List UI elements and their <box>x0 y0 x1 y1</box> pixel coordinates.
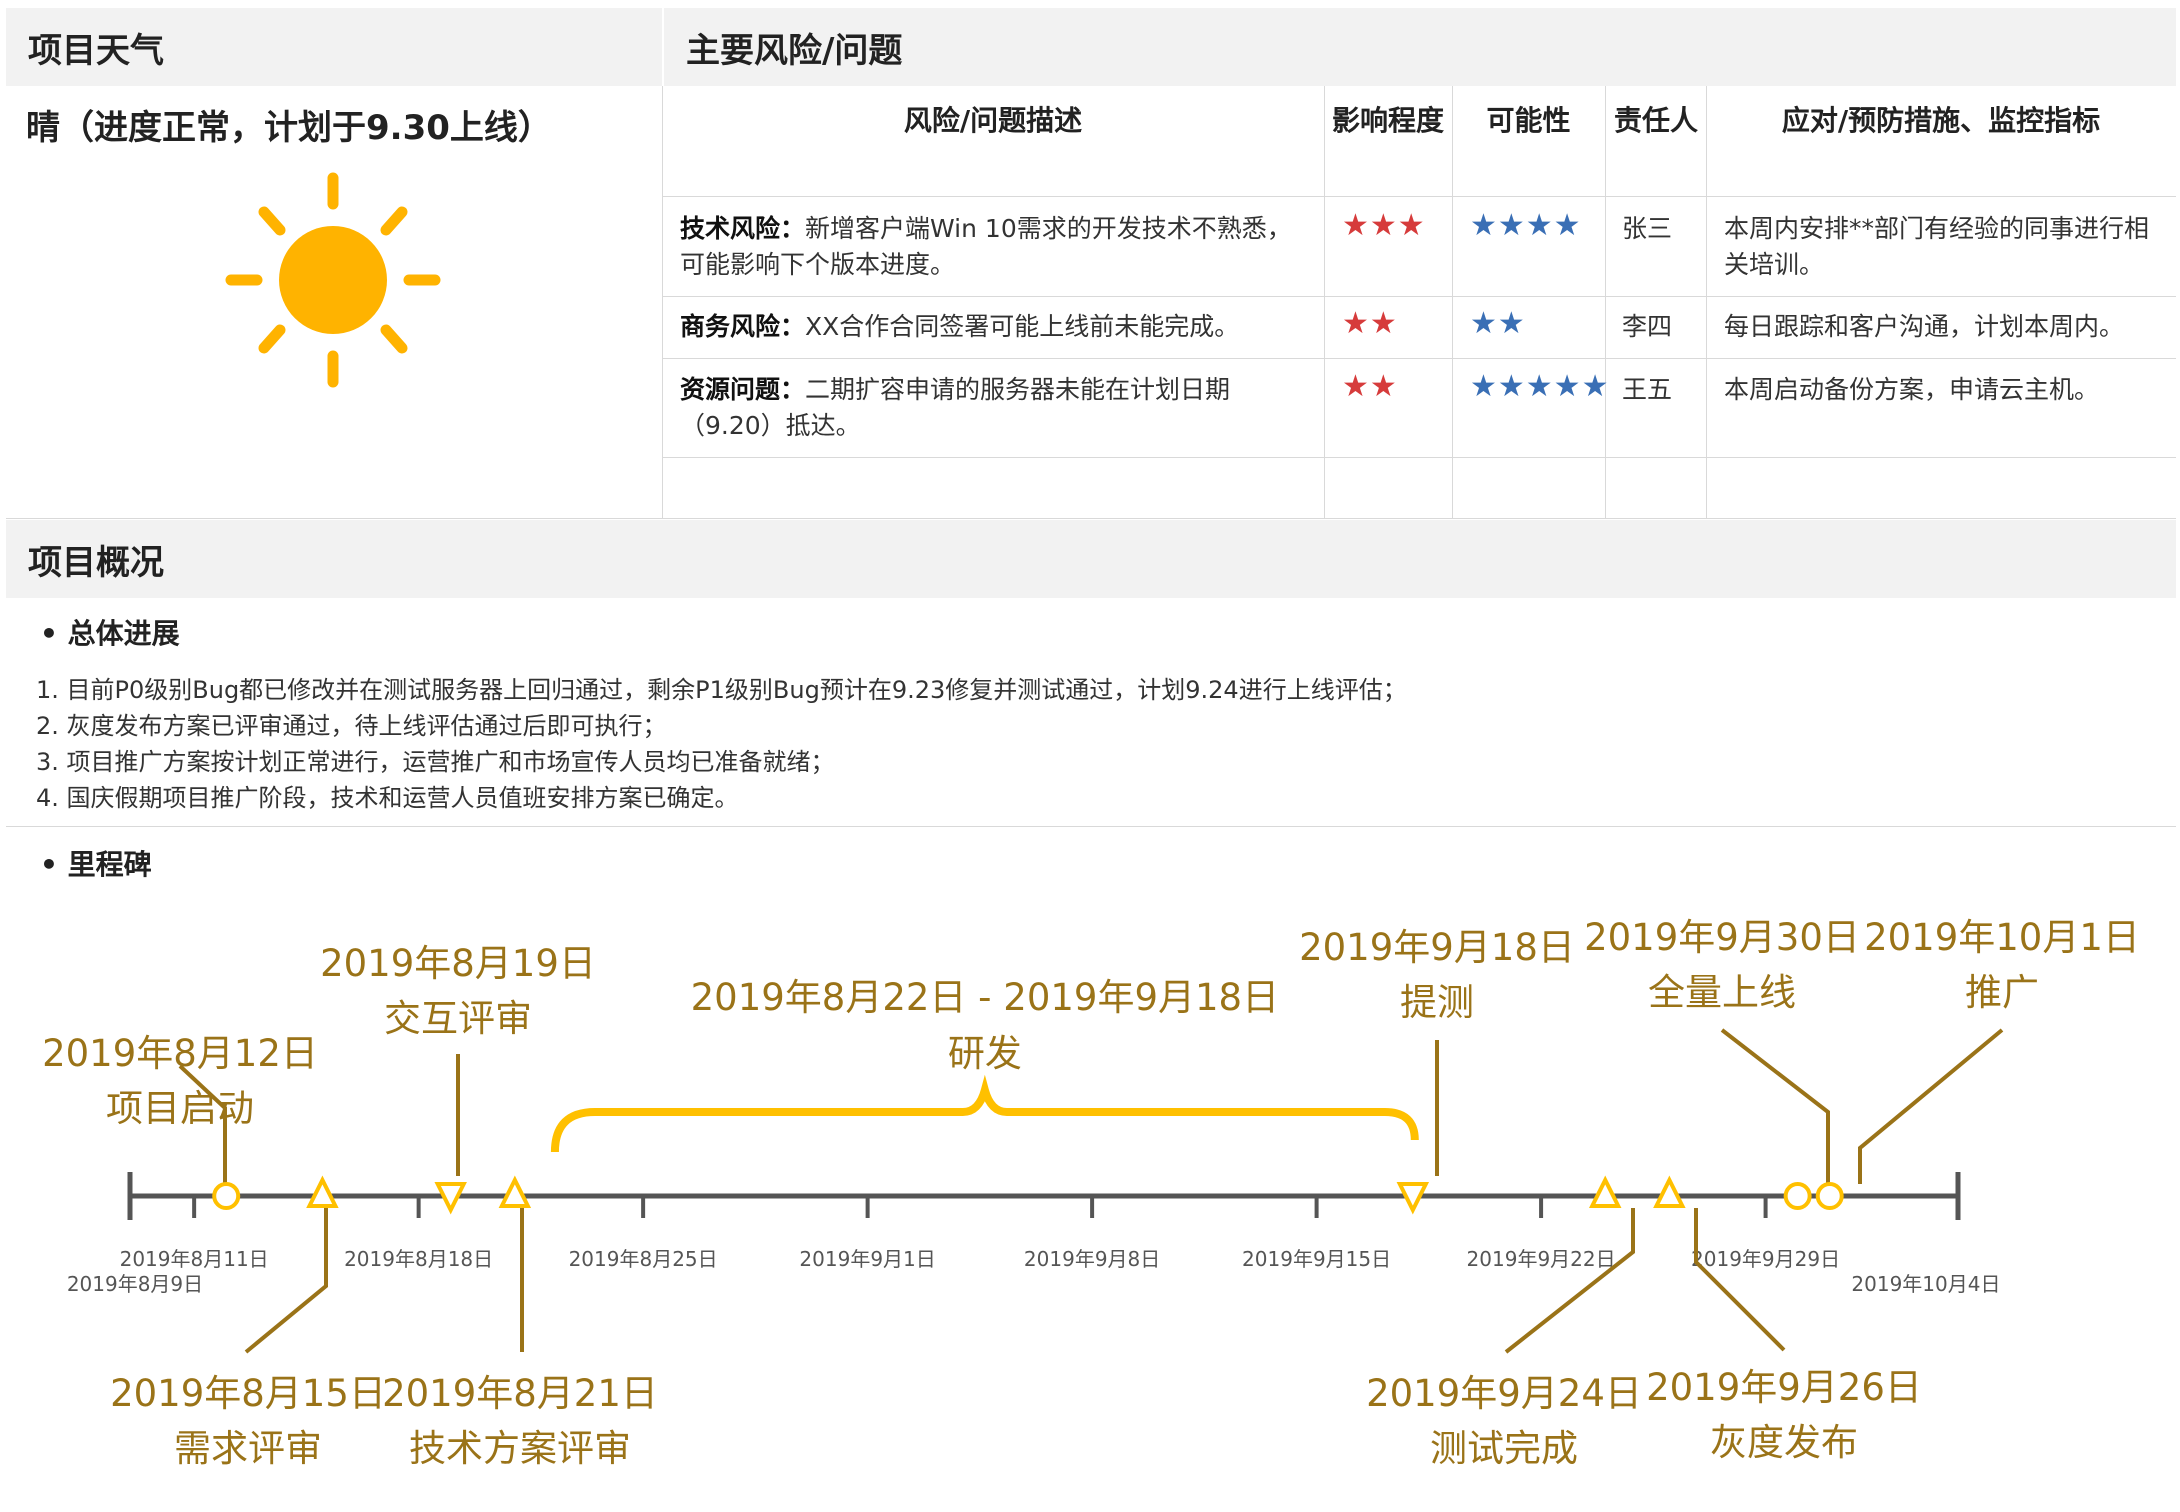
milestone-triangle-marker <box>1396 1182 1430 1215</box>
risk-row-3-impact: ★★ <box>1342 369 1398 404</box>
list-item: 1. 目前P0级别Bug都已修改并在测试服务器上回归通过，剩余P1级别Bug预计… <box>36 676 1407 704</box>
risk-row-2-measure: 每日跟踪和客户沟通，计划本周内。 <box>1724 312 2125 341</box>
col-description: 风险/问题描述 <box>903 104 1083 137</box>
milestone-date-label: 2019年8月15日 <box>110 1372 386 1415</box>
list-item: 2. 灰度发布方案已评审通过，待上线评估通过后即可执行； <box>36 712 667 740</box>
milestone-date-label: 2019年9月24日 <box>1366 1372 1642 1415</box>
milestone-name-label: 技术方案评审 <box>409 1427 631 1470</box>
risk-row-3-measure: 本周启动备份方案，申请云主机。 <box>1724 375 2100 404</box>
milestone-name-label: 推广 <box>1965 971 2039 1014</box>
col-measure: 应对/预防措施、监控指标 <box>1781 104 2101 137</box>
milestone-name-label: 测试完成 <box>1430 1427 1578 1470</box>
milestone-name-label: 交互评审 <box>384 997 532 1040</box>
milestone-date-label: 2019年8月12日 <box>42 1032 318 1075</box>
col-impact: 影响程度 <box>1331 104 1444 137</box>
risk-row-3-owner: 王五 <box>1622 375 1673 404</box>
milestone-circle-marker <box>1783 1182 1812 1210</box>
span-brace <box>550 1074 1419 1153</box>
risk-row-1-impact: ★★★ <box>1342 208 1426 243</box>
milestone-date-label: 2019年10月1日 <box>1864 916 2140 959</box>
tick-label: 2019年9月15日 <box>1242 1247 1391 1271</box>
milestone-date-label: 2019年9月26日 <box>1646 1366 1922 1409</box>
milestone-leader <box>1858 1028 2004 1184</box>
risk-row-2-impact: ★★ <box>1342 306 1398 341</box>
milestone-leader <box>1694 1208 1786 1352</box>
milestone-triangle-marker <box>1588 1175 1622 1208</box>
milestone-triangle-marker <box>434 1182 467 1215</box>
tick-label: 2019年10月4日 <box>1851 1272 2000 1296</box>
milestone-triangle-marker <box>1653 1175 1686 1208</box>
milestone-name-label: 需求评审 <box>174 1427 322 1470</box>
milestone-date-label: 2019年8月19日 <box>320 942 596 985</box>
milestone-name-label: 项目启动 <box>106 1087 254 1130</box>
risk-row-2-owner: 李四 <box>1622 312 1673 341</box>
risk-row-1-owner: 张三 <box>1622 214 1673 243</box>
milestone-name-label: 灰度发布 <box>1710 1421 1858 1464</box>
tick-label: 2019年8月25日 <box>569 1247 718 1271</box>
risk-row-1-desc: 技术风险：新增客户端Win 10需求的开发技术不熟悉，可能影响下个版本进度。 <box>680 214 1292 279</box>
milestone-name-label: 全量上线 <box>1648 971 1796 1014</box>
overview-header: 项目概况 <box>6 520 2176 598</box>
sun-icon <box>225 172 441 388</box>
milestone-circle-marker <box>1815 1182 1844 1210</box>
milestone-date-label: 2019年9月18日 <box>1299 926 1575 969</box>
tick-label: 2019年8月9日 <box>67 1272 203 1296</box>
span-date-label: 2019年8月22日 - 2019年9月18日 <box>691 976 1279 1019</box>
milestone-leader <box>1504 1208 1635 1354</box>
tick-label: 2019年9月1日 <box>799 1247 935 1271</box>
milestone-triangle-marker <box>306 1175 339 1208</box>
milestone-leader <box>1720 1028 1830 1184</box>
milestone-circle-marker <box>212 1182 241 1210</box>
tick-label: 2019年8月11日 <box>120 1247 269 1271</box>
progress-title: • 总体进展 <box>40 617 180 650</box>
list-item: 3. 项目推广方案按计划正常进行，运营推广和市场宣传人员均已准备就绪； <box>36 748 835 776</box>
col-owner: 责任人 <box>1613 104 1698 137</box>
tick-label: 2019年9月8日 <box>1024 1247 1160 1271</box>
risk-row-1-probability: ★★★★ <box>1470 208 1582 243</box>
risk-row-2-desc: 商务风险：XX合作合同签署可能上线前未能完成。 <box>680 312 1240 341</box>
tick-label: 2019年9月29日 <box>1691 1247 1840 1271</box>
progress-list: 1. 目前P0级别Bug都已修改并在测试服务器上回归通过，剩余P1级别Bug预计… <box>36 672 1407 816</box>
span-name-label: 研发 <box>948 1032 1022 1075</box>
milestone-leader <box>178 1064 227 1186</box>
milestone-leader <box>244 1208 328 1354</box>
risk-row-2-probability: ★★ <box>1470 306 1526 341</box>
weather-status: 晴（进度正常，计划于9.30上线） <box>26 108 552 148</box>
milestone-date-label: 2019年8月21日 <box>382 1372 658 1415</box>
milestone-name-label: 提测 <box>1400 981 1474 1024</box>
list-item: 4. 国庆假期项目推广阶段，技术和运营人员值班安排方案已确定。 <box>36 784 739 812</box>
risks-header: 主要风险/问题 <box>664 8 2176 86</box>
milestone-triangle-marker <box>498 1175 532 1208</box>
tick-label: 2019年9月22日 <box>1467 1247 1616 1271</box>
risk-row-3-desc: 资源问题：二期扩容申请的服务器未能在计划日期（9.20）抵达。 <box>680 375 1231 440</box>
risk-row-1-measure: 本周内安排**部门有经验的同事进行相关培训。 <box>1724 214 2150 279</box>
milestone-title: • 里程碑 <box>40 848 152 881</box>
tick-label: 2019年8月18日 <box>344 1247 493 1271</box>
weather-header: 项目天气 <box>6 8 662 86</box>
col-probability: 可能性 <box>1486 104 1571 137</box>
milestone-date-label: 2019年9月30日 <box>1584 916 1860 959</box>
